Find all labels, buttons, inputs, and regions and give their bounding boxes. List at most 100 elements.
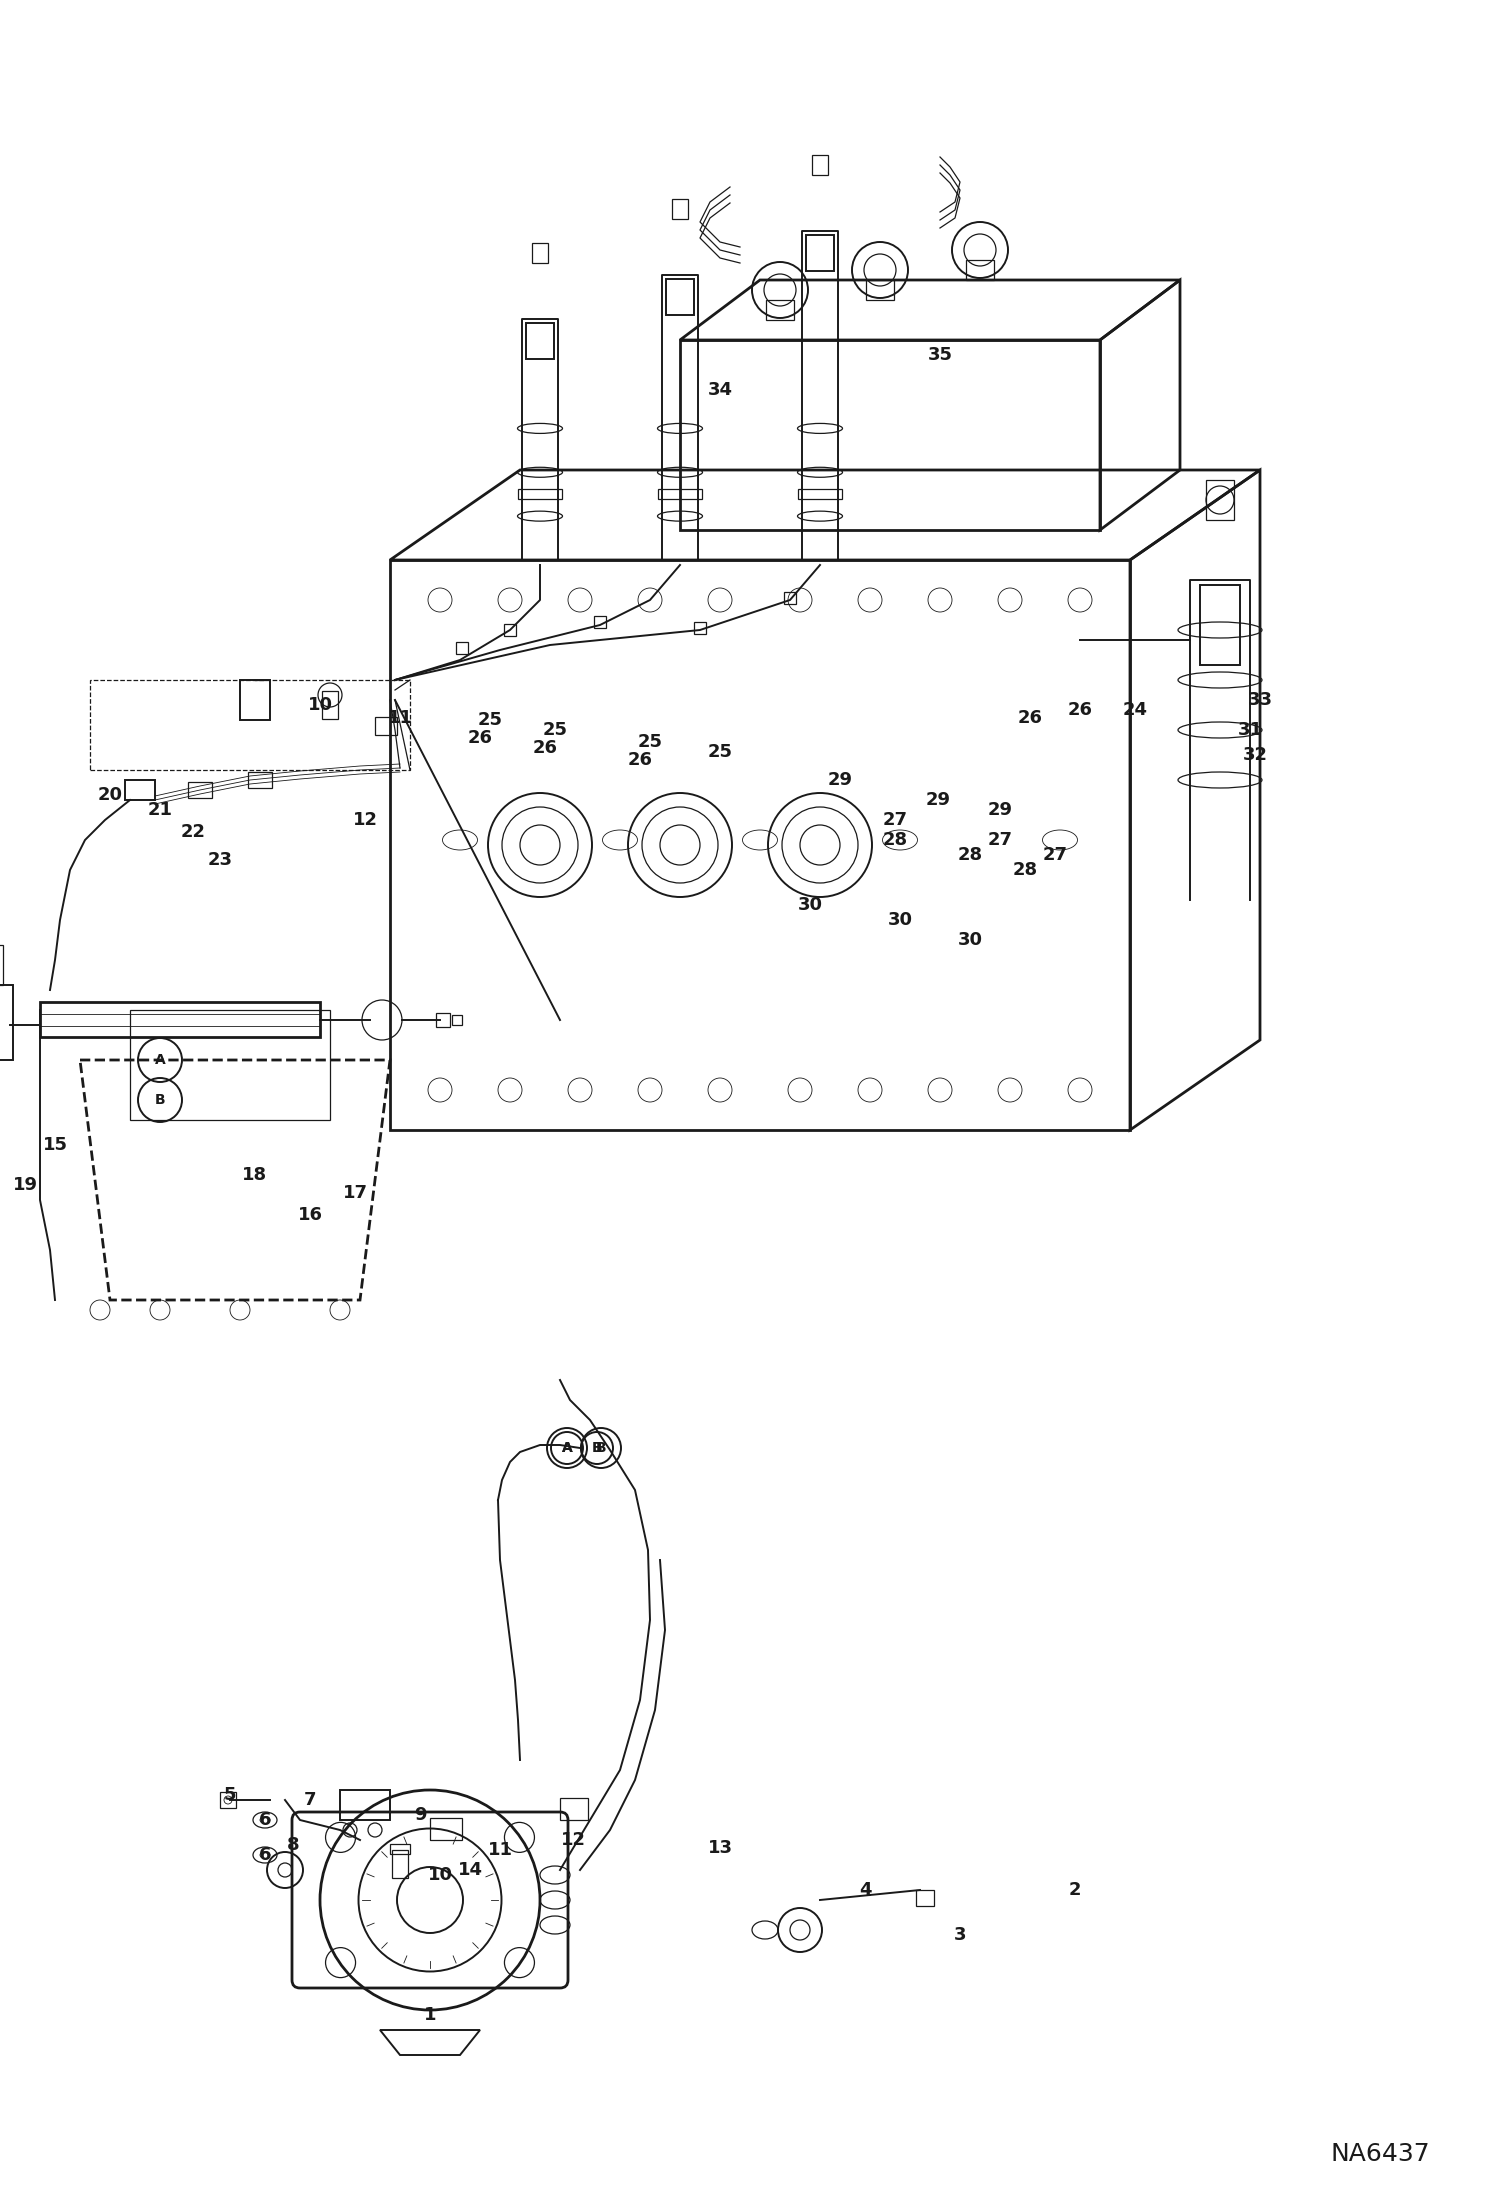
Text: 10: 10: [307, 695, 333, 715]
Text: 30: 30: [957, 932, 983, 950]
Text: 3: 3: [954, 1925, 966, 1943]
Text: 6: 6: [259, 1847, 271, 1864]
Text: 32: 32: [1242, 746, 1267, 763]
Text: 35: 35: [927, 346, 953, 364]
Bar: [1206, 480, 1234, 520]
Text: 29: 29: [987, 800, 1013, 818]
Bar: [0, 985, 13, 1059]
Text: B: B: [596, 1441, 607, 1454]
Bar: [455, 643, 467, 654]
Text: 25: 25: [638, 732, 662, 750]
Bar: [526, 322, 554, 360]
Text: 31: 31: [1237, 721, 1263, 739]
Text: 12: 12: [560, 1831, 586, 1849]
Bar: [503, 625, 515, 636]
Bar: [124, 781, 154, 800]
Text: 12: 12: [352, 811, 377, 829]
Text: 24: 24: [1122, 702, 1147, 719]
Bar: [532, 243, 548, 263]
Bar: [0, 945, 3, 985]
Text: 8: 8: [286, 1836, 300, 1853]
Bar: [765, 300, 794, 320]
Text: 25: 25: [542, 721, 568, 739]
Bar: [595, 616, 607, 627]
Text: 11: 11: [487, 1840, 512, 1860]
Bar: [866, 281, 894, 300]
Text: 29: 29: [827, 772, 852, 789]
Bar: [798, 489, 842, 500]
Text: 5: 5: [223, 1785, 237, 1805]
Bar: [40, 1002, 321, 1037]
Text: 11: 11: [388, 708, 412, 728]
Text: 2: 2: [1068, 1882, 1082, 1899]
Text: 23: 23: [208, 851, 232, 868]
Text: 22: 22: [180, 822, 205, 840]
Text: B: B: [154, 1092, 165, 1107]
Bar: [374, 717, 397, 735]
Text: 28: 28: [1013, 862, 1038, 879]
Text: 4: 4: [858, 1882, 872, 1899]
Text: 13: 13: [707, 1840, 733, 1857]
Bar: [658, 489, 703, 500]
Bar: [806, 235, 834, 272]
Text: 29: 29: [926, 792, 951, 809]
Bar: [783, 592, 795, 603]
Text: 17: 17: [343, 1184, 367, 1202]
Text: A: A: [562, 1441, 572, 1454]
Bar: [389, 1844, 410, 1853]
Text: NA6437: NA6437: [1330, 2143, 1429, 2164]
Bar: [1200, 586, 1240, 664]
Bar: [812, 156, 828, 175]
Text: B: B: [592, 1441, 602, 1454]
Text: 26: 26: [628, 750, 653, 770]
Text: 26: 26: [467, 728, 493, 748]
Text: 26: 26: [532, 739, 557, 757]
Bar: [673, 200, 688, 219]
Text: 7: 7: [304, 1792, 316, 1809]
Bar: [189, 783, 213, 798]
Text: 1: 1: [424, 2007, 436, 2024]
Bar: [249, 772, 273, 787]
Bar: [322, 691, 339, 719]
Text: 26: 26: [1017, 708, 1043, 728]
Text: 19: 19: [12, 1175, 37, 1193]
Text: 16: 16: [298, 1206, 322, 1224]
Text: A: A: [154, 1053, 165, 1068]
Text: 6: 6: [259, 1811, 271, 1829]
Text: 27: 27: [987, 831, 1013, 849]
Text: 33: 33: [1248, 691, 1272, 708]
Bar: [90, 680, 410, 770]
Bar: [518, 489, 562, 500]
Text: 20: 20: [97, 785, 123, 805]
Text: 21: 21: [147, 800, 172, 818]
Text: A: A: [562, 1441, 572, 1454]
Text: 10: 10: [427, 1866, 452, 1884]
Text: 9: 9: [413, 1807, 427, 1825]
Bar: [220, 1792, 237, 1807]
Text: 34: 34: [707, 382, 733, 399]
Text: 25: 25: [707, 743, 733, 761]
Text: 18: 18: [243, 1167, 268, 1184]
Bar: [966, 261, 995, 281]
Text: 27: 27: [882, 811, 908, 829]
Bar: [694, 623, 706, 634]
Bar: [392, 1851, 407, 1877]
Text: 28: 28: [882, 831, 908, 849]
Bar: [560, 1798, 589, 1820]
Text: 15: 15: [42, 1136, 67, 1154]
Text: 27: 27: [1043, 846, 1068, 864]
Bar: [667, 279, 694, 316]
Text: 26: 26: [1068, 702, 1092, 719]
Bar: [436, 1013, 449, 1026]
Text: 14: 14: [457, 1862, 482, 1879]
Bar: [130, 1011, 330, 1121]
Bar: [915, 1890, 933, 1906]
Text: 30: 30: [797, 897, 822, 914]
Bar: [240, 680, 270, 719]
Bar: [340, 1789, 389, 1820]
Text: 28: 28: [957, 846, 983, 864]
Bar: [452, 1015, 461, 1024]
Bar: [430, 1818, 461, 1840]
Text: 25: 25: [478, 711, 502, 728]
Text: 30: 30: [887, 910, 912, 930]
